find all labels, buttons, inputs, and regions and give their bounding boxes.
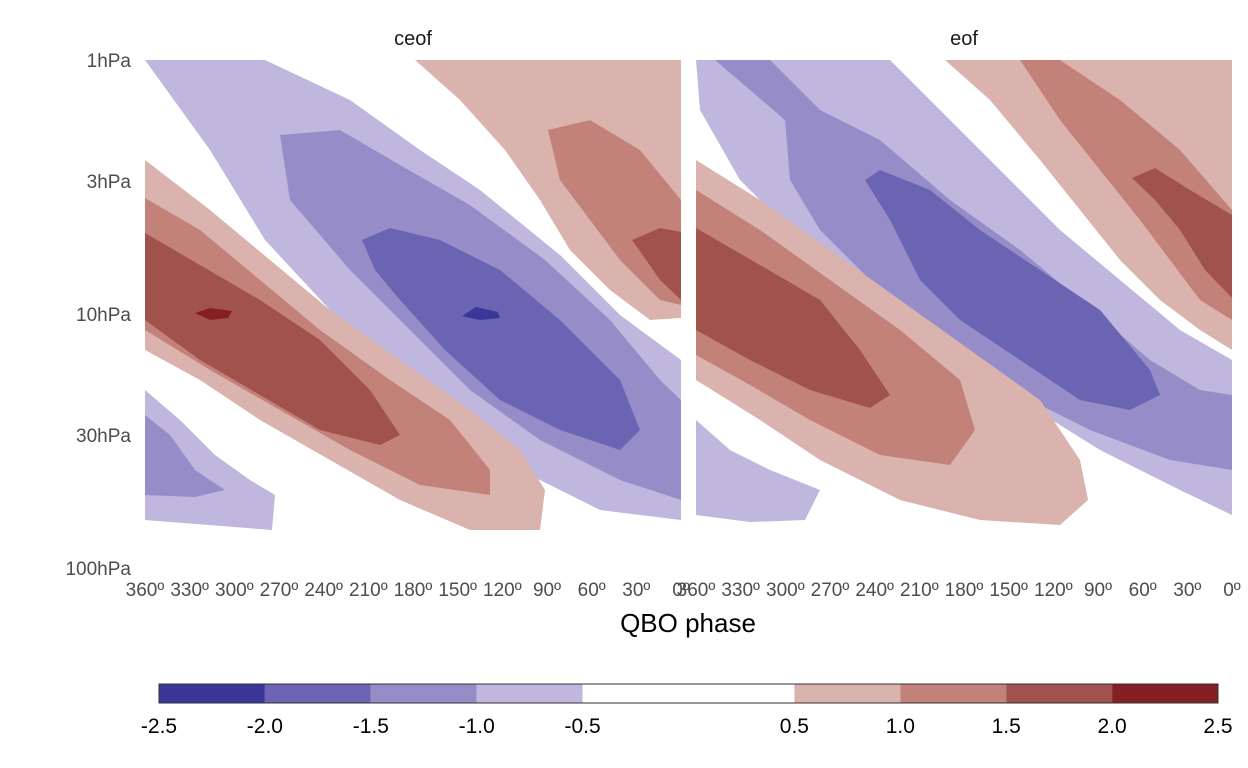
x-axis-ticks: 360º 330º 300º 270º 240º 210º 180º 150º 120º 90º 6…: [126, 580, 1241, 601]
colorbar-tick-label: -2.5: [141, 715, 177, 738]
ceof-contour-neg20: [462, 307, 500, 320]
x-tick-label-ceof: 180º: [394, 580, 433, 601]
y-tick-label: 1hPa: [87, 51, 132, 72]
colorbar-swatch: [159, 684, 265, 703]
ceof-contour-pos15b: [145, 233, 400, 445]
colorbar-swatch: [900, 684, 1007, 703]
colorbar-tick-label: 1.5: [992, 715, 1021, 738]
x-tick-label-eof: 150º: [989, 580, 1028, 601]
y-tick-label: 30hPa: [76, 426, 131, 447]
ceof-contour-neg15: [362, 228, 640, 450]
colorbar-swatch: [476, 684, 583, 703]
panel-ceof-contours: [145, 60, 681, 530]
panel-ceof: [145, 60, 681, 568]
colorbar-swatch: [1112, 684, 1218, 703]
x-tick-label-eof: 360º: [677, 580, 716, 601]
colorbar-tick-label: 0.5: [780, 715, 809, 738]
x-tick-label-ceof: 30º: [622, 580, 650, 601]
x-tick-label-eof: 60º: [1129, 580, 1157, 601]
x-tick-label-eof: 330º: [721, 580, 760, 601]
x-tick-label-ceof: 300º: [215, 580, 254, 601]
x-tick-label-eof: 180º: [945, 580, 984, 601]
x-tick-label-eof: 90º: [1084, 580, 1112, 601]
ceof-contour-pos15: [632, 228, 681, 300]
colorbar-tick-label: -0.5: [565, 715, 601, 738]
y-tick-label: 100hPa: [65, 559, 131, 580]
colorbar-swatch: [370, 684, 477, 703]
y-axis-ticks: 1hPa 3hPa 10hPa 30hPa 100hPa: [65, 51, 131, 580]
eof-contour-pos15: [1132, 168, 1232, 298]
panel-eof-contours: [696, 60, 1232, 525]
x-tick-label-eof: 270º: [811, 580, 850, 601]
eof-contour-pos15b: [696, 228, 890, 408]
y-tick-label: 3hPa: [87, 172, 132, 193]
x-tick-label-eof: 30º: [1173, 580, 1201, 601]
x-tick-label-ceof: 270º: [260, 580, 299, 601]
x-tick-label-ceof: 330º: [170, 580, 209, 601]
ceof-contour-pos20b: [195, 308, 232, 320]
x-tick-label-ceof: 90º: [533, 580, 561, 601]
eof-contour-pos10: [1020, 60, 1232, 320]
x-tick-label-ceof: 360º: [126, 580, 165, 601]
eof-contour-neg05b: [696, 420, 820, 522]
x-tick-label-eof: 120º: [1034, 580, 1073, 601]
x-axis-label: QBO phase: [620, 608, 756, 638]
panel-title-ceof: ceof: [394, 28, 432, 50]
colorbar-tick-label: 1.0: [886, 715, 915, 738]
ceof-contour-neg10b: [145, 415, 225, 497]
x-tick-label-ceof: 240º: [304, 580, 343, 601]
x-tick-label-eof: 240º: [855, 580, 894, 601]
x-tick-label-ceof: 120º: [483, 580, 522, 601]
colorbar-tick-label: 2.0: [1097, 715, 1126, 738]
colorbar-swatch: [582, 684, 795, 703]
eof-contour-pos05: [945, 60, 1232, 350]
x-tick-label-ceof: 210º: [349, 580, 388, 601]
colorbar-tick-label: -2.0: [247, 715, 283, 738]
colorbar: -2.5 -2.0 -1.5 -1.0 -0.5 0.5 1.0 1.5 2.0 2.5: [141, 683, 1233, 738]
panel-eof: [696, 60, 1232, 568]
colorbar-tick-label: 2.5: [1203, 715, 1232, 738]
x-tick-label-ceof: 150º: [438, 580, 477, 601]
colorbar-frame: [158, 683, 1219, 704]
x-tick-label-eof: 300º: [766, 580, 805, 601]
x-tick-label-ceof: 0º: [672, 580, 690, 601]
colorbar-swatch: [264, 684, 371, 703]
y-tick-label: 10hPa: [76, 305, 131, 326]
eof-contour-neg15: [865, 170, 1160, 410]
x-tick-label-eof: 0º: [1223, 580, 1241, 601]
colorbar-tick-label: -1.5: [353, 715, 389, 738]
colorbar-swatch: [1006, 684, 1113, 703]
ceof-contour-pos05: [415, 60, 681, 320]
colorbar-swatch: [794, 684, 901, 703]
panel-title-eof: eof: [950, 28, 978, 50]
x-tick-label-ceof: 60º: [578, 580, 606, 601]
colorbar-tick-label: -1.0: [459, 715, 495, 738]
x-tick-label-eof: 210º: [900, 580, 939, 601]
